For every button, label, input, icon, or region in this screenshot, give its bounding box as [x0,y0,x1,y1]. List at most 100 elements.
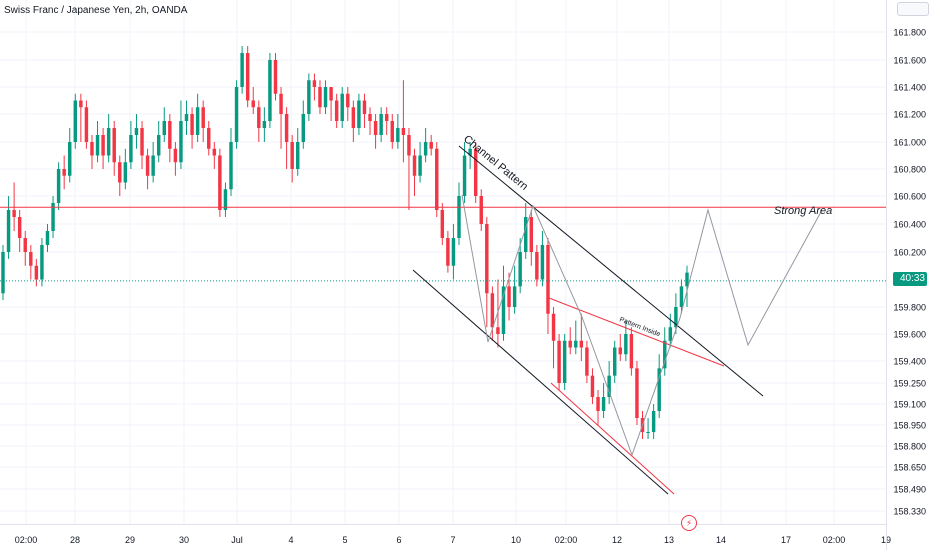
candle-body [468,148,472,156]
inner-pattern-lower-line[interactable] [550,382,675,495]
candle [624,320,628,361]
candle [607,361,611,404]
candle-body [529,217,534,252]
candle [546,238,550,334]
candle-body [351,107,356,128]
candle [451,224,456,280]
candle [229,128,233,196]
y-tick-label-14: 158.950 [893,421,926,431]
candle-body [440,210,445,238]
drawing-layer: Channel Pattern Strong Area Pattern Insi… [0,133,886,495]
candle [435,142,439,217]
candle-body [524,217,528,252]
candle [340,87,344,128]
candle [501,265,506,341]
candle [307,73,311,121]
candle [574,320,578,355]
candle-body [179,121,183,163]
x-tick-label-4: Jul [231,535,243,545]
candle-body [201,107,205,128]
channel-lower-line[interactable] [412,269,669,495]
symbol-title[interactable]: Swiss Franc / Japanese Yen, 2h, OANDA [4,5,188,16]
candle-body [151,155,155,176]
candle-body [162,121,166,135]
candle-body [551,313,556,341]
candle [507,272,511,321]
candle-body [156,135,161,156]
candle-body [273,60,278,94]
channel-upper-line[interactable] [458,145,764,397]
candle [195,93,200,142]
candle [485,217,489,328]
candle [596,390,600,425]
candle-body [112,128,116,163]
candle-body [540,245,545,280]
candle-body [663,340,667,369]
candle [524,203,528,259]
candle [551,307,556,369]
candle-body [207,128,211,149]
candle-body [435,148,439,210]
candle-body [62,169,66,176]
candle [429,135,433,156]
y-tick-label-6: 160.600 [893,192,926,202]
candle [207,121,211,156]
y-tick-label-5: 160.800 [893,165,926,175]
candle-body [512,286,517,307]
inner-pattern-upper-line[interactable] [548,297,725,367]
candle [62,155,66,190]
candle [663,327,667,376]
candle [418,142,422,183]
candle-body [407,135,411,156]
candle-body [218,155,222,210]
candle-body [212,148,217,156]
candle-body [134,128,139,135]
candle-body [284,114,289,142]
candle-body [401,128,406,135]
candle-body [73,100,78,142]
x-tick-label-10: 02:00 [555,535,578,545]
candle [585,340,589,383]
candle-body [362,100,367,114]
candle [40,238,44,287]
candle [412,148,417,196]
candle-body [379,114,383,135]
candle [179,100,183,169]
candle [518,238,522,294]
candle [446,231,450,273]
candle-body [329,87,333,101]
candle-body [290,142,294,169]
price-scale-widget[interactable] [897,2,929,16]
candle-body [384,114,389,121]
lightning-event-icon[interactable]: ⚡ [681,515,697,531]
candle [218,148,222,217]
candle-body [607,375,611,397]
candle-body [485,224,489,294]
price-path-line[interactable] [461,194,823,457]
candle [423,128,428,163]
candle-body [674,307,678,328]
x-tick-label-3: 30 [179,535,189,545]
candle-body [40,245,44,280]
candle-body [429,142,433,149]
candle [329,87,333,121]
candle-body [190,114,194,135]
candle-body [334,100,339,121]
candle [557,334,561,390]
y-tick-label-17: 158.490 [893,485,926,495]
candle [651,404,656,439]
candle [273,53,278,101]
candle [629,327,634,376]
candle-body [68,142,72,176]
candle-body [84,107,89,142]
candle-body [390,121,394,142]
candle [357,93,361,135]
candle [384,107,389,135]
candle-body [501,286,506,334]
candle-body [423,142,428,156]
candle [190,107,194,149]
candle-body [585,347,589,376]
candle [462,142,467,203]
